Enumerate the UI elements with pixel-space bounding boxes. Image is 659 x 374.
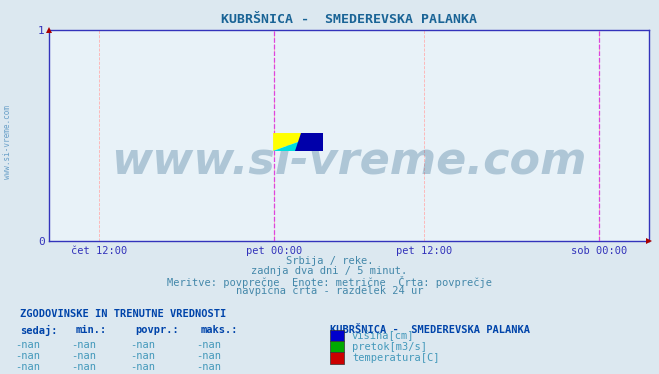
Text: KUBRŠNICA -  SMEDEREVSKA PALANKA: KUBRŠNICA - SMEDEREVSKA PALANKA: [330, 325, 529, 335]
Polygon shape: [273, 133, 324, 151]
Text: -nan: -nan: [15, 340, 40, 350]
Text: -nan: -nan: [196, 351, 221, 361]
Text: www.si-vreme.com: www.si-vreme.com: [111, 140, 587, 183]
Polygon shape: [295, 133, 324, 151]
Text: -nan: -nan: [71, 362, 96, 372]
Text: pretok[m3/s]: pretok[m3/s]: [352, 342, 427, 352]
Text: www.si-vreme.com: www.si-vreme.com: [3, 105, 13, 179]
Title: KUBRŠNICA -  SMEDEREVSKA PALANKA: KUBRŠNICA - SMEDEREVSKA PALANKA: [221, 13, 477, 26]
Text: zadnja dva dni / 5 minut.: zadnja dva dni / 5 minut.: [251, 266, 408, 276]
Text: -nan: -nan: [130, 340, 156, 350]
Text: -nan: -nan: [71, 340, 96, 350]
Text: min.:: min.:: [76, 325, 107, 335]
Text: višina[cm]: višina[cm]: [352, 331, 415, 341]
Polygon shape: [273, 133, 324, 151]
Text: povpr.:: povpr.:: [135, 325, 179, 335]
Text: temperatura[C]: temperatura[C]: [352, 353, 440, 363]
Text: -nan: -nan: [15, 362, 40, 372]
Text: -nan: -nan: [196, 362, 221, 372]
Text: sedaj:: sedaj:: [20, 325, 57, 336]
Text: -nan: -nan: [130, 362, 156, 372]
Text: Srbija / reke.: Srbija / reke.: [286, 256, 373, 266]
Text: -nan: -nan: [130, 351, 156, 361]
Text: maks.:: maks.:: [201, 325, 239, 335]
Text: -nan: -nan: [71, 351, 96, 361]
Text: -nan: -nan: [196, 340, 221, 350]
Text: ZGODOVINSKE IN TRENUTNE VREDNOSTI: ZGODOVINSKE IN TRENUTNE VREDNOSTI: [20, 309, 226, 319]
Text: -nan: -nan: [15, 351, 40, 361]
Text: Meritve: povprečne  Enote: metrične  Črta: povprečje: Meritve: povprečne Enote: metrične Črta:…: [167, 276, 492, 288]
Text: navpična črta - razdelek 24 ur: navpična črta - razdelek 24 ur: [236, 285, 423, 296]
